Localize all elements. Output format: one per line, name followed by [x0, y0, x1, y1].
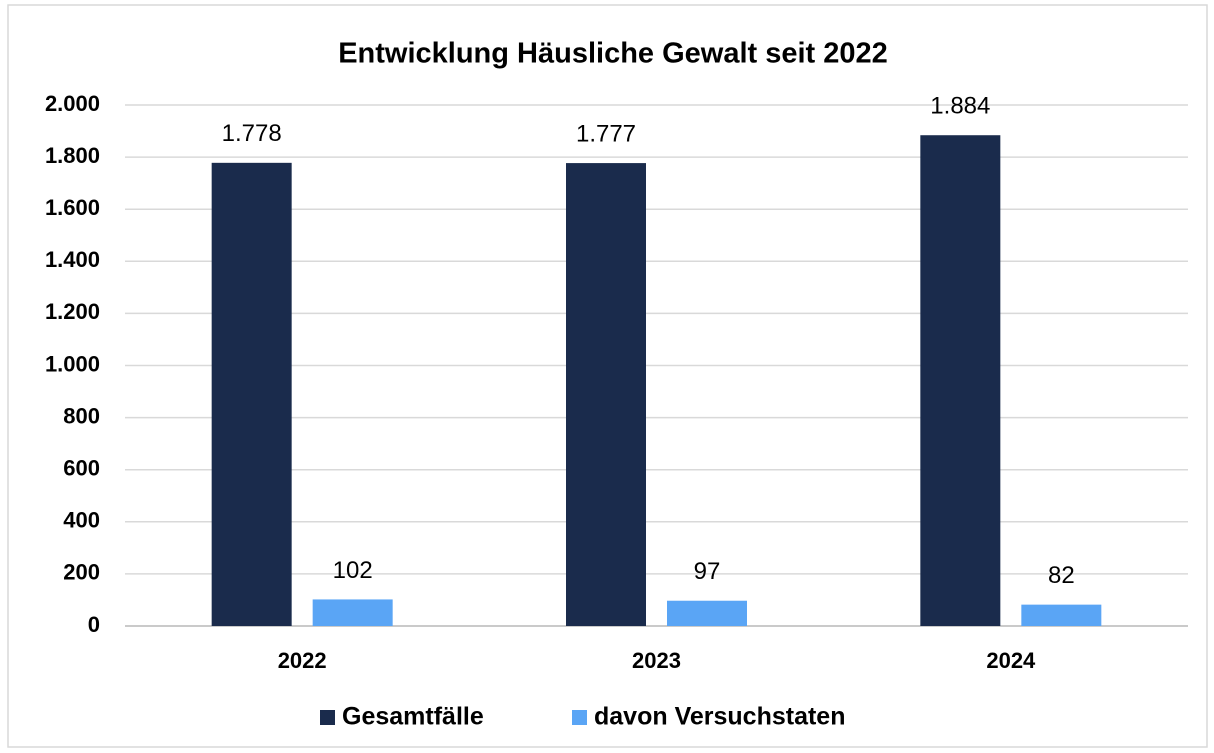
y-tick-label: 1.400 — [45, 247, 100, 272]
y-tick-label: 200 — [63, 560, 100, 585]
x-tick-label: 2022 — [278, 648, 327, 673]
legend-label: Gesamtfälle — [342, 703, 484, 731]
y-tick-label: 400 — [63, 508, 100, 533]
data-label: 1.778 — [222, 120, 282, 147]
y-tick-label: 600 — [63, 456, 100, 481]
y-tick-label: 2.000 — [45, 91, 100, 116]
data-label: 97 — [694, 558, 721, 585]
bar — [1021, 604, 1102, 626]
y-tick-label: 1.800 — [45, 143, 100, 168]
y-tick-label: 800 — [63, 403, 100, 428]
y-tick-label: 1.600 — [45, 195, 100, 220]
x-tick-label: 2023 — [632, 648, 681, 673]
chart-title: Entwicklung Häusliche Gewalt seit 2022 — [338, 38, 888, 70]
data-label: 82 — [1048, 562, 1075, 589]
bar — [667, 600, 747, 626]
legend-swatch — [320, 710, 335, 725]
y-tick-label: 0 — [88, 612, 100, 637]
legend-label: davon Versuchstaten — [594, 703, 845, 731]
x-tick-label: 2024 — [986, 648, 1036, 673]
bar — [211, 162, 292, 626]
legend-swatch — [572, 710, 587, 725]
y-tick-label: 1.200 — [45, 299, 100, 324]
data-label: 102 — [333, 557, 373, 584]
bar — [920, 135, 1001, 626]
bar — [566, 163, 646, 627]
y-tick-label: 1.000 — [45, 351, 100, 376]
data-label: 1.884 — [930, 93, 990, 120]
bar — [312, 599, 393, 626]
data-label: 1.777 — [576, 120, 636, 147]
